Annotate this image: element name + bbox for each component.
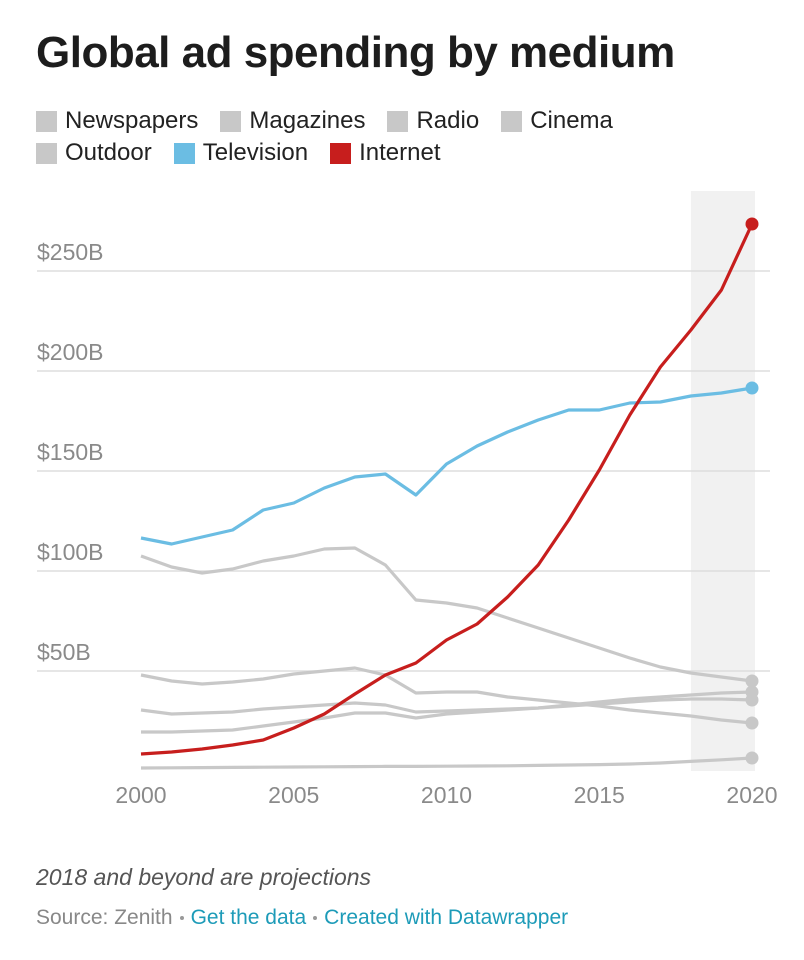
separator	[179, 916, 184, 920]
legend-label: Radio	[416, 107, 480, 134]
end-dot	[745, 751, 759, 765]
legend-swatch	[173, 142, 195, 164]
chart-title: Global ad spending by medium	[36, 28, 675, 77]
legend-item: Television	[173, 139, 309, 166]
legend-label: Internet	[359, 139, 441, 166]
series-line	[141, 690, 753, 734]
end-dot	[745, 381, 759, 395]
series-line	[140, 546, 753, 683]
legend-item: Outdoor	[36, 139, 152, 166]
y-tick-label: $200B	[37, 339, 104, 365]
y-tick-label: $50B	[37, 639, 91, 665]
legend-label: Cinema	[530, 107, 613, 134]
legend-swatch	[501, 110, 523, 132]
x-tick-label: 2005	[268, 782, 319, 808]
series-line	[140, 386, 753, 546]
data-link[interactable]: Get the data	[190, 906, 307, 929]
note: 2018 and beyond are projections	[36, 864, 372, 890]
x-tick-label: 2020	[726, 782, 777, 808]
legend-swatch	[330, 142, 352, 164]
legend-item: Cinema	[501, 107, 613, 134]
legend-item: Radio	[387, 107, 480, 134]
footer: Source: Zenith Get the data Created with…	[36, 906, 568, 930]
end-dot	[745, 217, 759, 231]
x-tick-label: 2015	[574, 782, 625, 808]
legend-item: Internet	[330, 139, 441, 166]
legend-swatch	[220, 110, 242, 132]
end-dot	[745, 674, 759, 688]
x-tick-label: 2000	[115, 782, 166, 808]
end-dot	[745, 716, 759, 730]
projection-band	[690, 191, 755, 771]
series-line	[140, 697, 753, 716]
legend-item: Newspapers	[36, 107, 199, 134]
source: Source: Zenith	[36, 906, 173, 929]
legend-label: Television	[202, 139, 309, 166]
legend: Newspapers Magazines Radio Cinema Outdoor Tel…	[36, 107, 696, 166]
end-dot	[745, 693, 759, 707]
y-tick-label: $100B	[37, 539, 104, 565]
legend-swatch	[387, 110, 409, 132]
series-line	[140, 666, 753, 725]
legend-item: Magazines	[220, 107, 366, 134]
series-line	[140, 756, 753, 770]
y-tick-label: $150B	[37, 439, 104, 465]
legend-label: Outdoor	[65, 139, 152, 166]
series-line	[140, 223, 754, 756]
separator	[313, 916, 318, 920]
legend-swatch	[36, 142, 57, 164]
legend-swatch	[36, 110, 57, 132]
chart: $50B $100B $150B $200B $250B 2000 2005 2010 2015…	[37, 191, 778, 808]
y-tick-label: $250B	[37, 239, 104, 265]
legend-label: Newspapers	[65, 107, 199, 134]
legend-label: Magazines	[249, 107, 366, 134]
datawrapper-link[interactable]: Created with Datawrapper	[324, 906, 569, 929]
x-tick-label: 2010	[421, 782, 472, 808]
